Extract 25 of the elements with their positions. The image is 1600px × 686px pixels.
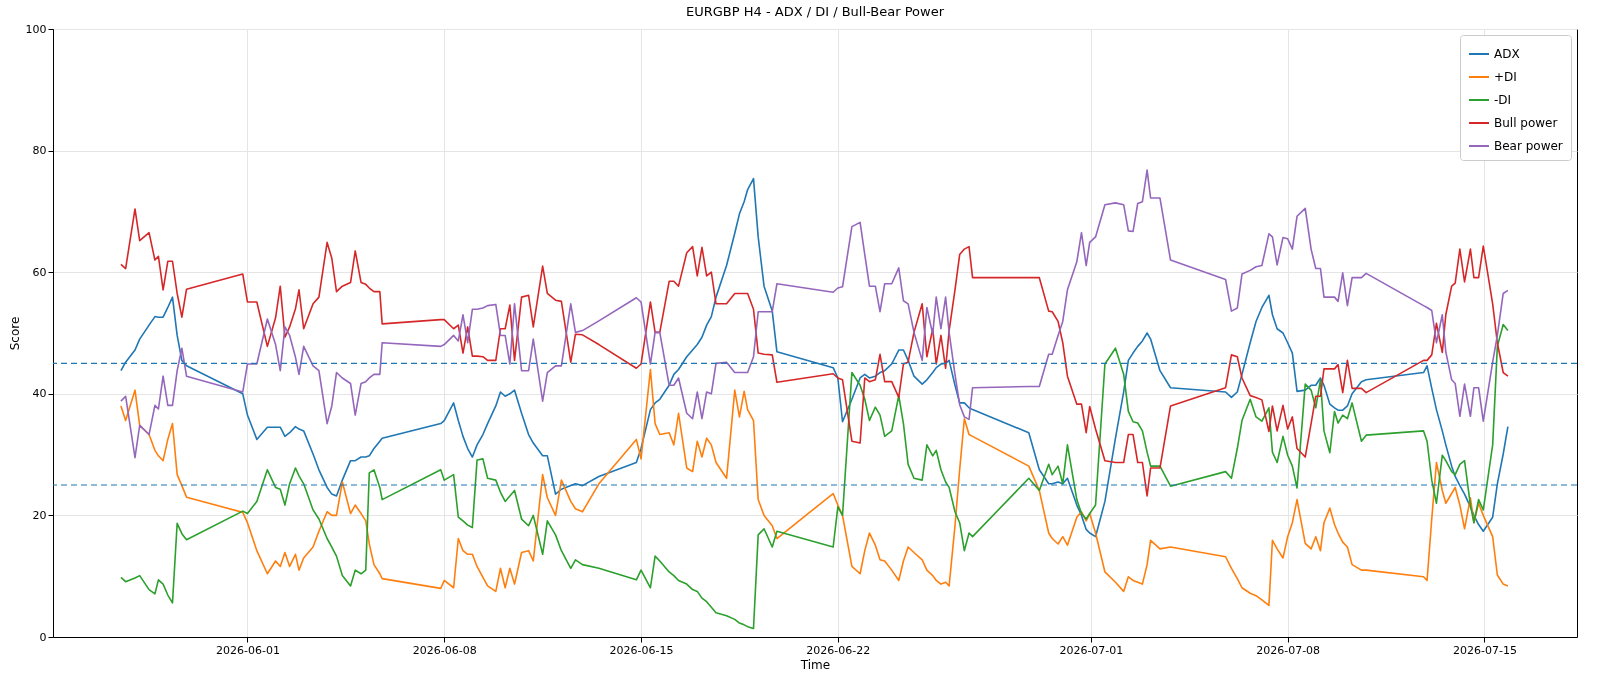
x-axis-title: Time	[799, 657, 831, 672]
legend-label: ADX	[1494, 47, 1520, 61]
chart-title: EURGBP H4 - ADX / DI / Bull-Bear Power	[686, 4, 945, 19]
y-tick-label: 40	[32, 387, 47, 401]
x-tick-label: 2026-06-15	[609, 643, 674, 657]
legend-label: -DI	[1494, 93, 1512, 107]
y-axis-title: Score	[7, 316, 22, 351]
x-tick-label: 2026-07-15	[1452, 643, 1517, 657]
y-tick-label: 20	[32, 508, 47, 522]
line-series	[120, 208, 1509, 497]
y-tick-label: 60	[32, 265, 47, 279]
legend-label: +DI	[1494, 70, 1517, 84]
x-tick-label: 2026-07-08	[1256, 643, 1321, 657]
y-tick-label: 80	[32, 144, 47, 158]
x-tick-label: 2026-07-01	[1059, 643, 1124, 657]
x-tick-label: 2026-06-01	[215, 643, 280, 657]
line-series	[120, 169, 1509, 459]
legend-label: Bull power	[1494, 116, 1558, 130]
y-tick-label: 100	[25, 22, 47, 36]
y-tick-label: 0	[39, 630, 47, 644]
x-tick-label: 2026-06-22	[806, 643, 871, 657]
legend-label: Bear power	[1494, 139, 1563, 153]
x-tick-label: 2026-06-08	[412, 643, 477, 657]
line-series	[120, 323, 1509, 630]
line-series	[120, 368, 1509, 607]
